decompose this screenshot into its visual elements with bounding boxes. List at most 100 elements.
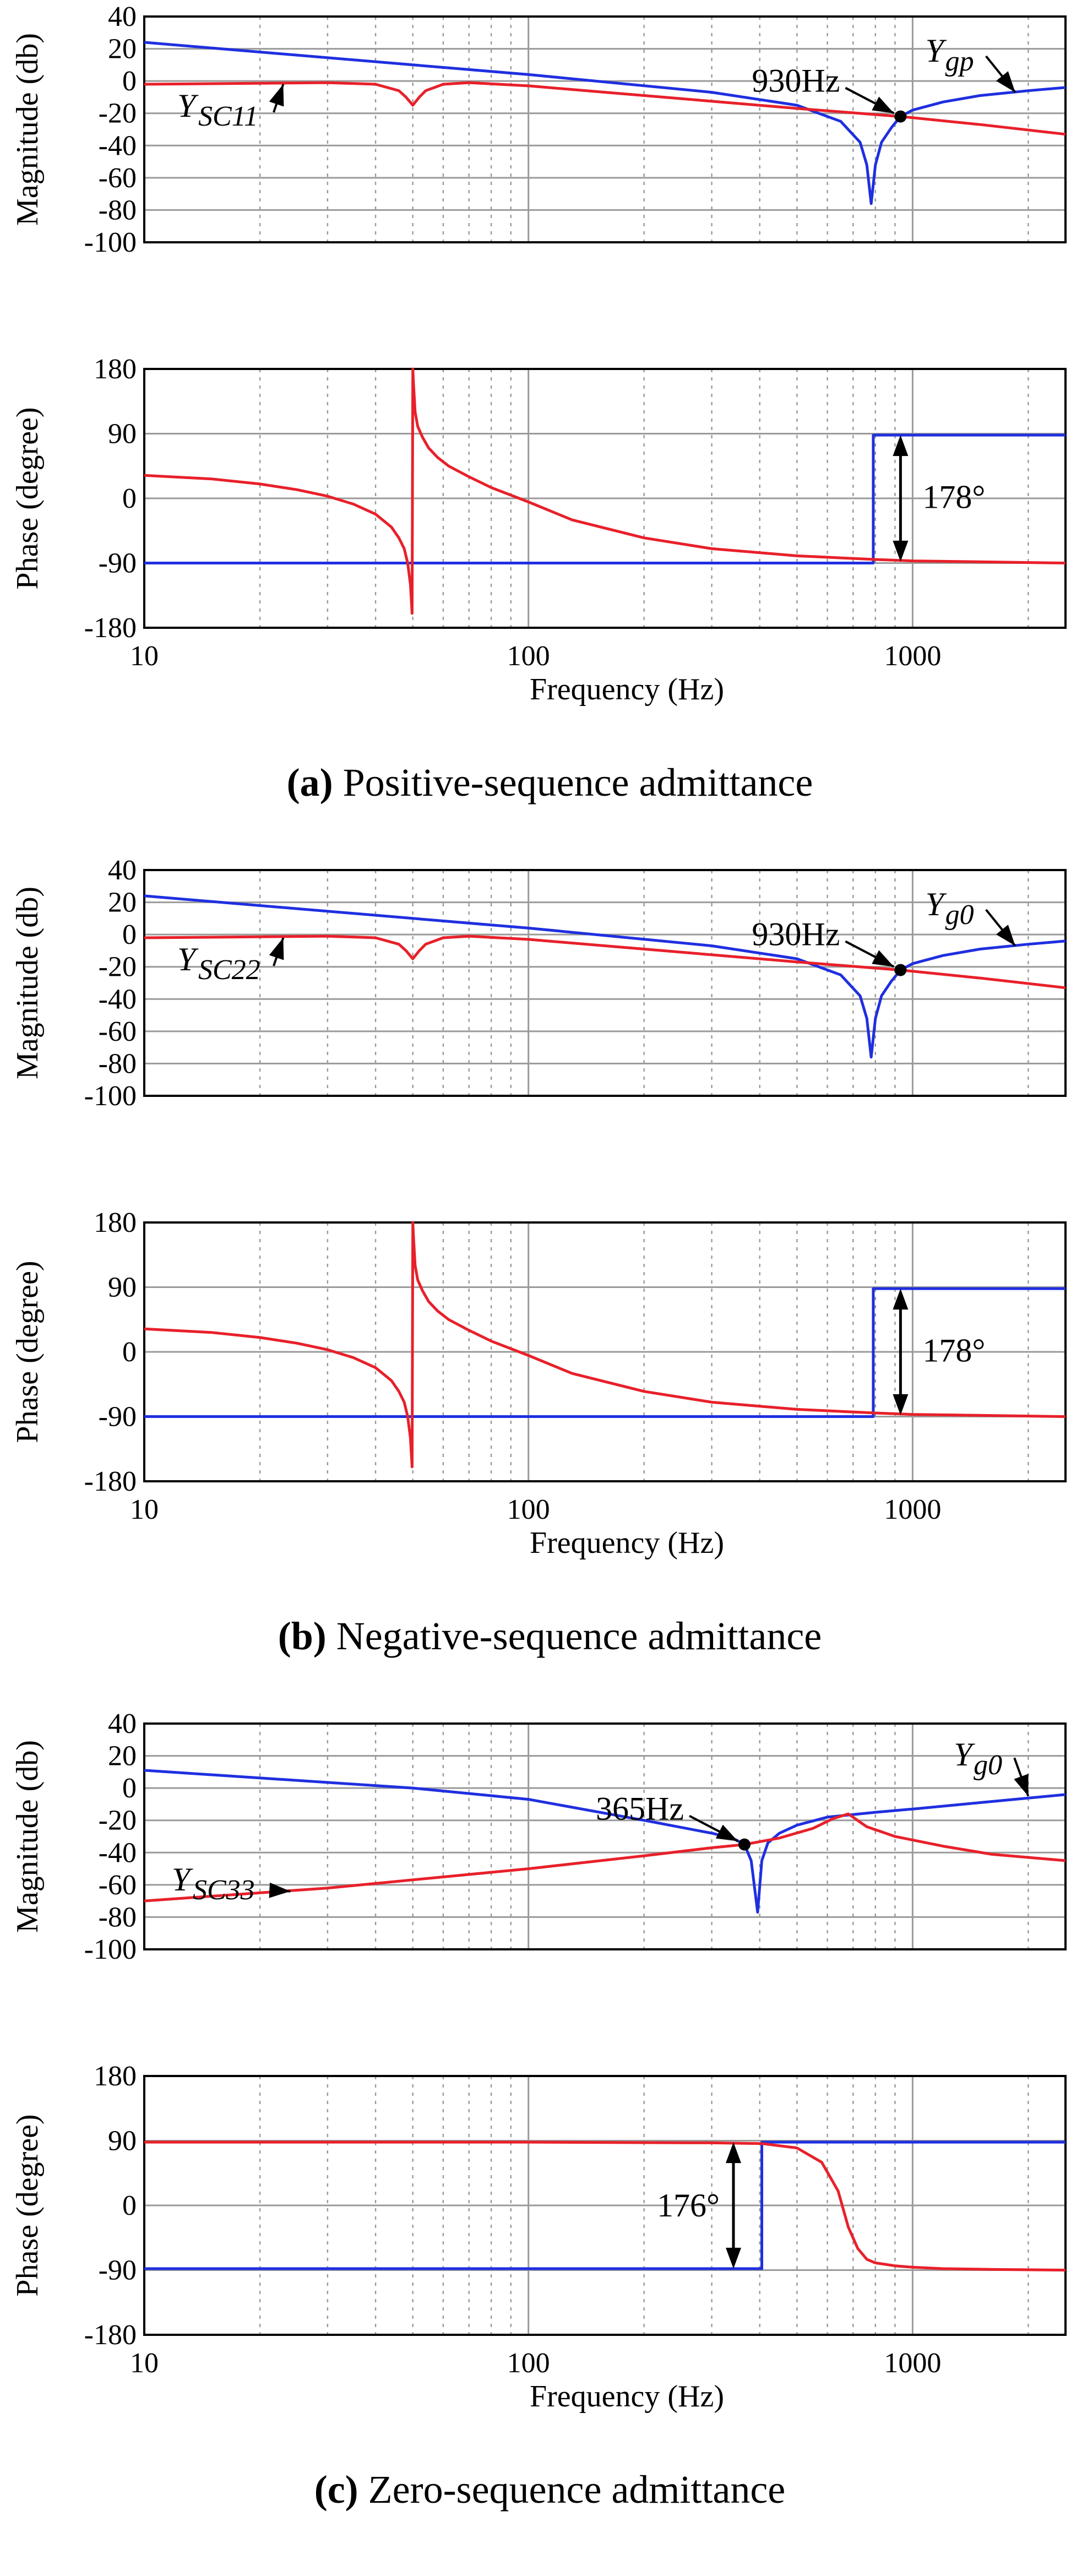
yg-label-sub: g0	[945, 899, 974, 931]
x-tick-label: 10	[130, 640, 159, 672]
phase-series-Yg0	[144, 1287, 1065, 1418]
magnitude-series-YSC22	[144, 934, 1066, 990]
yg-label: Y	[954, 1736, 975, 1773]
phase-ytick-label: 90	[108, 2126, 137, 2157]
phase-ylabel: Phase (degree)	[10, 407, 45, 589]
magnitude-ytick-label: -20	[99, 952, 137, 983]
caption-text: Negative-sequence admittance	[336, 1614, 822, 1658]
phase-ytick-label: 90	[108, 1272, 137, 1303]
phase-ytick-label: 180	[94, 1207, 137, 1238]
phase-ytick-label: 0	[122, 483, 137, 514]
intersection-marker	[894, 964, 907, 976]
phase-axes-frame	[143, 2075, 1067, 2336]
phase-ylabel: Phase (degree)	[10, 1260, 45, 1443]
magnitude-ytick-label: -20	[99, 1805, 137, 1836]
ysc-label-sub: SC22	[198, 954, 260, 986]
caption-letter: (b)	[278, 1614, 327, 1658]
phase-plot: 180 90 0 -90 -180 Phase (degree) 10 100 1000 Freq…	[10, 354, 1067, 707]
phase-grid	[143, 2075, 1065, 2336]
magnitude-ytick-label: -100	[84, 227, 137, 258]
phase-ytick-label: -180	[84, 1466, 137, 1497]
ysc-label: Y	[177, 88, 199, 124]
x-tick-label: 1000	[884, 2347, 941, 2379]
x-tick-label: 1000	[884, 640, 941, 672]
yg-arrow-head	[996, 925, 1015, 946]
phase-jump-arrow-up	[725, 2142, 741, 2164]
yg-label-sub: g0	[974, 1749, 1002, 1781]
phase-ytick-label: 180	[94, 2061, 137, 2092]
x-tick-label: 10	[130, 1494, 159, 1525]
magnitude-ytick-label: -80	[99, 194, 137, 226]
caption-space	[358, 2468, 368, 2512]
phase-series-YSC33	[144, 2140, 1066, 2271]
magnitude-ytick-label: 40	[108, 1708, 137, 1740]
phase-jump-arrow-down	[893, 1394, 909, 1415]
magnitude-axes-frame	[143, 869, 1067, 1097]
yg-label-sub: gp	[945, 46, 974, 77]
phase-ytick-label: -180	[84, 2319, 137, 2351]
x-tick-label: 100	[507, 2347, 550, 2379]
magnitude-ytick-label: -40	[99, 983, 137, 1015]
crossover-arrow-head	[872, 950, 894, 967]
ysc-arrow-head	[269, 938, 284, 960]
phase-axes-frame	[143, 1221, 1067, 1482]
magnitude-ytick-label: 0	[122, 66, 137, 97]
crossover-frequency-label: 365Hz	[596, 1791, 684, 1827]
phase-plot: 180 90 0 -90 -180 Phase (degree) 10 100 1000 Freq…	[10, 2061, 1067, 2414]
magnitude-ylabel: Magnitude (db)	[10, 33, 45, 226]
phase-plot: 180 90 0 -90 -180 Phase (degree) 10 100 1000 Freq…	[10, 1207, 1067, 1560]
magnitude-ytick-label: -100	[84, 1934, 137, 1965]
magnitude-ytick-label: -60	[99, 1016, 137, 1047]
phase-jump-label: 176°	[657, 2187, 720, 2224]
figure-caption: (a) Positive-sequence admittance	[287, 760, 813, 805]
magnitude-ytick-label: -60	[99, 1869, 137, 1901]
intersection-marker	[894, 110, 907, 123]
x-axis-label: Frequency (Hz)	[530, 1526, 724, 1560]
magnitude-ytick-label: -40	[99, 130, 137, 161]
caption-letter: (a)	[287, 760, 333, 805]
magnitude-ytick-label: 20	[108, 34, 137, 65]
figure-caption: (b) Negative-sequence admittance	[278, 1614, 822, 1658]
phase-jump-arrow-down	[893, 540, 909, 562]
phase-axes-frame	[143, 368, 1067, 629]
phase-jump-arrow-down	[725, 2247, 741, 2269]
phase-jump-label: 178°	[922, 479, 985, 515]
yg-label: Y	[926, 886, 947, 922]
caption-text: Zero-sequence admittance	[368, 2468, 786, 2512]
magnitude-axes-frame	[143, 15, 1067, 243]
magnitude-ytick-label: -80	[99, 1048, 137, 1079]
magnitude-ylabel: Magnitude (db)	[10, 887, 45, 1079]
phase-ylabel: Phase (degree)	[10, 2114, 45, 2296]
magnitude-ylabel: Magnitude (db)	[10, 1740, 45, 1933]
x-axis-label: Frequency (Hz)	[530, 2379, 724, 2414]
crossover-frequency-label: 930Hz	[752, 916, 840, 953]
phase-ytick-label: -90	[99, 548, 137, 579]
ysc-label: Y	[177, 941, 199, 977]
magnitude-ytick-label: 40	[108, 855, 137, 886]
magnitude-series-Yg0	[144, 1769, 1066, 1914]
magnitude-axes-frame	[143, 1722, 1067, 1950]
figure-caption: (c) Zero-sequence admittance	[314, 2468, 786, 2512]
magnitude-ytick-label: 0	[122, 1773, 137, 1804]
ysc-label-sub: SC33	[193, 1874, 255, 1906]
crossover-arrow-head	[872, 96, 894, 113]
yg-arrow-head	[996, 71, 1015, 93]
magnitude-ytick-label: -80	[99, 1901, 137, 1933]
magnitude-ytick-label: 20	[108, 887, 137, 919]
x-tick-label: 1000	[884, 1494, 941, 1525]
caption-text: Positive-sequence admittance	[343, 760, 813, 805]
caption-space	[333, 760, 343, 805]
magnitude-ytick-label: -20	[99, 98, 137, 129]
x-axis-label: Frequency (Hz)	[530, 672, 724, 707]
ysc-label: Y	[172, 1861, 193, 1898]
phase-jump-label: 178°	[922, 1332, 985, 1368]
magnitude-ytick-label: -100	[84, 1080, 137, 1112]
magnitude-series-YSC11	[144, 81, 1066, 136]
magnitude-ytick-label: 0	[122, 919, 137, 950]
phase-ytick-label: 90	[108, 419, 137, 450]
